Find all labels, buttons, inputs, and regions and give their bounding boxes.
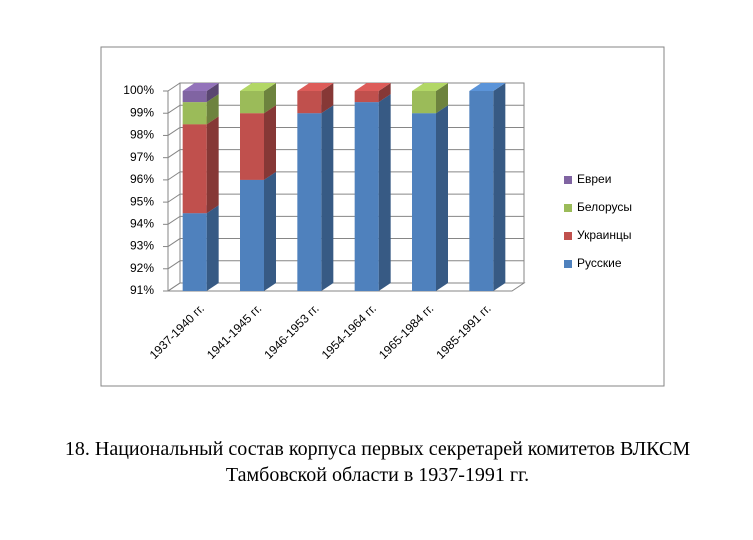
bar-side: [378, 94, 391, 291]
y-tick-label: 92%: [130, 261, 154, 275]
bar-side: [378, 83, 391, 103]
bar: [412, 113, 436, 291]
bar-top: [297, 83, 334, 91]
bar-top: [240, 83, 276, 91]
bar-top: [469, 83, 506, 91]
bar: [182, 213, 207, 291]
bar: [469, 91, 494, 291]
grid-line: [167, 82, 524, 92]
y-tick-label: 95%: [130, 194, 154, 208]
bar: [182, 91, 207, 103]
legend-label: Украинцы: [577, 228, 632, 242]
bar: [240, 91, 264, 114]
bar: [297, 91, 322, 114]
grid-line: [167, 104, 524, 114]
bar-side: [321, 83, 334, 114]
legend-label: Евреи: [577, 172, 611, 186]
grid-line: [167, 171, 524, 181]
bar-side: [264, 105, 276, 180]
bar-side: [493, 83, 506, 291]
legend-swatch: [564, 204, 572, 212]
grid-line: [167, 260, 524, 270]
bar: [182, 102, 207, 125]
grid-line: [167, 215, 524, 225]
grid-line: [167, 126, 524, 136]
bar-top: [182, 83, 219, 91]
bar: [354, 102, 379, 291]
y-tick-label: 97%: [130, 150, 154, 164]
y-tick-label: 100%: [123, 83, 154, 97]
legend-label: Белорусы: [577, 200, 632, 214]
y-tick-label: 99%: [130, 105, 154, 119]
bar: [297, 113, 322, 291]
bar-side: [206, 94, 219, 125]
bar-side: [206, 205, 219, 291]
bar: [354, 91, 379, 103]
y-tick-label: 91%: [130, 283, 154, 297]
grid-line: [167, 193, 524, 203]
bar-top: [354, 83, 391, 91]
bar-top: [412, 83, 448, 91]
bar-side: [321, 105, 334, 291]
legend-label: Русские: [577, 256, 622, 270]
grid-line: [167, 282, 524, 292]
bar-side: [436, 83, 448, 114]
bar-side: [264, 83, 276, 114]
grid-line: [167, 149, 524, 159]
bar: [412, 91, 436, 114]
legend-swatch: [564, 232, 572, 240]
bar-side: [436, 105, 448, 291]
bar-side: [206, 83, 219, 103]
grid-line: [167, 238, 524, 247]
bar-side: [264, 171, 276, 291]
y-tick-label: 93%: [130, 239, 154, 253]
bar-side: [206, 116, 219, 214]
bar: [182, 124, 207, 214]
y-tick-label: 96%: [130, 172, 154, 186]
bar: [240, 179, 264, 291]
chart-title: 18. Национальный состав корпуса первых с…: [64, 438, 691, 486]
legend-swatch: [564, 176, 572, 184]
bar: [240, 113, 264, 180]
y-tick-label: 98%: [130, 128, 154, 142]
y-tick-label: 94%: [130, 217, 154, 231]
legend-swatch: [564, 260, 572, 268]
